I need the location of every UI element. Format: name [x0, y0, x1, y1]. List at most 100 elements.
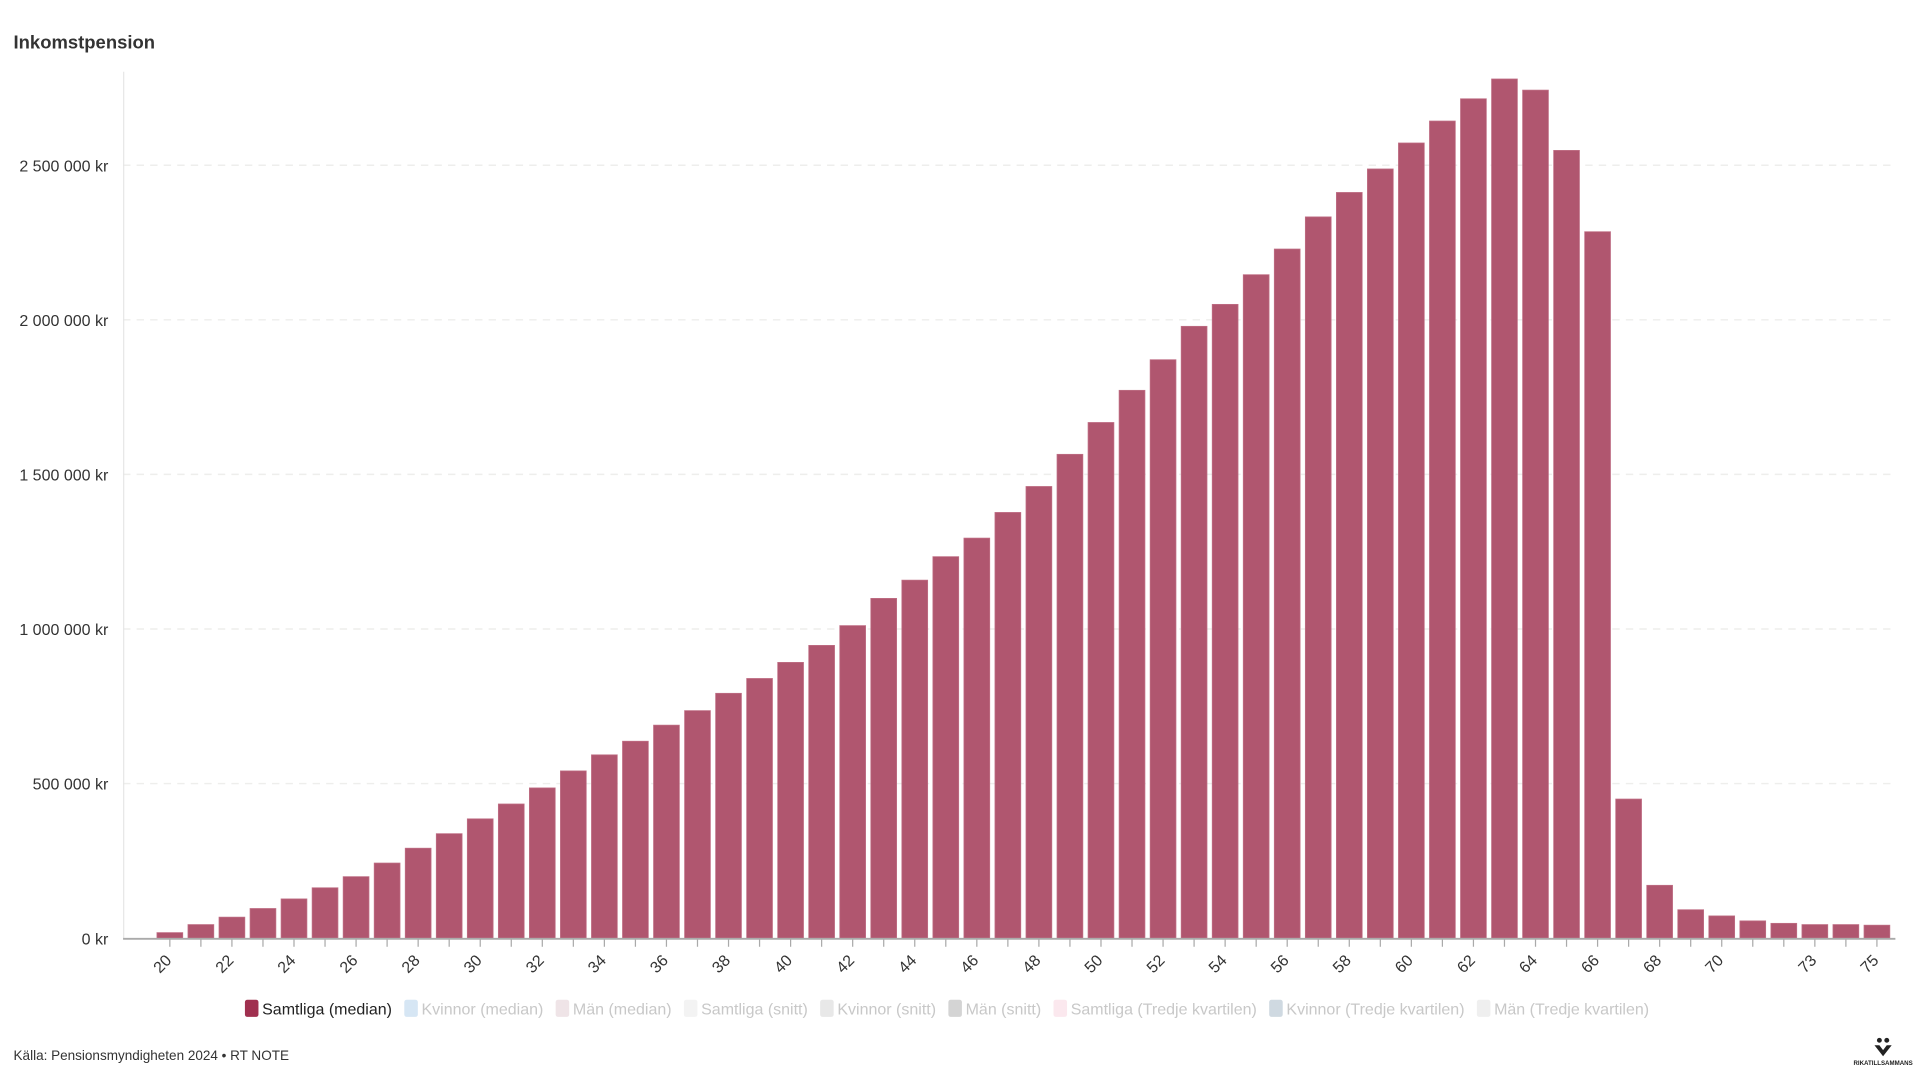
legend-swatch — [404, 999, 418, 1017]
bar-age-57[interactable] — [1304, 216, 1332, 939]
legend-item[interactable]: Kvinnor (snitt) — [820, 999, 936, 1019]
bar-age-65[interactable] — [1553, 150, 1580, 939]
bar-age-22[interactable] — [218, 916, 246, 939]
bar-age-72[interactable] — [1770, 922, 1798, 939]
legend-label: Män (median) — [573, 1001, 672, 1018]
bar-age-46[interactable] — [963, 537, 991, 939]
bar-age-44[interactable] — [901, 579, 929, 939]
legend-label: Samtliga (Tredje kvartilen) — [1071, 1001, 1257, 1018]
legend-item[interactable]: Män (snitt) — [948, 999, 1041, 1019]
x-tick-label: 60 — [1392, 952, 1417, 977]
bar-age-30[interactable] — [466, 818, 494, 939]
bar-age-68[interactable] — [1646, 884, 1673, 939]
bar-age-29[interactable] — [435, 833, 463, 939]
bar-age-73[interactable] — [1801, 924, 1829, 939]
bar-age-54[interactable] — [1211, 303, 1239, 939]
bar-age-71[interactable] — [1739, 920, 1767, 939]
x-tick-label: 42 — [834, 952, 859, 977]
x-tick-label: 26 — [337, 952, 362, 977]
legend-swatch — [244, 999, 259, 1017]
x-tick-label: 62 — [1454, 952, 1479, 977]
bar-age-55[interactable] — [1242, 274, 1270, 939]
bar-age-47[interactable] — [994, 512, 1022, 939]
bar-age-38[interactable] — [715, 692, 742, 939]
x-tick-label: 50 — [1082, 952, 1107, 977]
bar-age-58[interactable] — [1335, 192, 1363, 939]
y-tick-label: 1 500 000 kr — [19, 468, 109, 485]
legend-swatch — [683, 999, 698, 1017]
x-tick-label: 32 — [523, 952, 548, 977]
x-tick-label: 24 — [275, 952, 300, 977]
bar-age-39[interactable] — [746, 678, 773, 939]
bar-age-53[interactable] — [1180, 325, 1208, 939]
legend-item[interactable]: Män (Tredje kvartilen) — [1476, 999, 1649, 1019]
legend-item[interactable]: Samtliga (Tredje kvartilen) — [1053, 999, 1257, 1019]
bar-age-61[interactable] — [1429, 120, 1456, 939]
svg-text:RIKATILLSAMMANS: RIKATILLSAMMANS — [1853, 1060, 1912, 1067]
y-tick-label: 2 500 000 kr — [19, 158, 109, 175]
bar-age-34[interactable] — [591, 754, 618, 939]
bar-age-75[interactable] — [1863, 924, 1891, 939]
bar-age-56[interactable] — [1273, 248, 1301, 939]
bar-age-27[interactable] — [373, 862, 401, 939]
bar-age-24[interactable] — [280, 898, 308, 939]
legend-item[interactable]: Kvinnor (Tredje kvartilen) — [1269, 999, 1465, 1019]
bar-age-59[interactable] — [1367, 168, 1394, 939]
bar-age-52[interactable] — [1149, 359, 1177, 939]
x-tick-label: 58 — [1330, 952, 1355, 977]
legend-item[interactable]: Samtliga (median) — [244, 999, 392, 1019]
bar-age-28[interactable] — [404, 847, 432, 939]
bar-age-43[interactable] — [870, 598, 898, 939]
x-tick-label: 36 — [647, 952, 672, 977]
bar-age-31[interactable] — [497, 803, 525, 939]
bar-age-41[interactable] — [808, 645, 835, 939]
bar-age-33[interactable] — [560, 770, 587, 939]
bar-age-36[interactable] — [653, 724, 680, 939]
bar-age-62[interactable] — [1460, 98, 1487, 939]
bar-age-40[interactable] — [777, 662, 804, 939]
bar-age-37[interactable] — [684, 710, 711, 939]
bar-age-70[interactable] — [1708, 915, 1736, 939]
bar-age-23[interactable] — [249, 908, 277, 939]
bar-age-21[interactable] — [187, 924, 215, 939]
x-tick-label: 64 — [1516, 952, 1541, 977]
x-tick-label: 68 — [1640, 952, 1665, 977]
y-tick-label: 2 000 000 kr — [19, 313, 109, 330]
legend: Samtliga (median) Kvinnor (median) Män (me… — [244, 999, 1649, 1019]
legend-swatch — [948, 999, 962, 1017]
legend-item[interactable]: Samtliga (snitt) — [683, 999, 808, 1019]
legend-swatch — [555, 999, 570, 1017]
x-tick-label: 56 — [1268, 952, 1293, 977]
x-tick-label: 70 — [1703, 952, 1728, 977]
x-tick-label: 40 — [771, 952, 796, 977]
bar-age-45[interactable] — [932, 556, 960, 939]
bar-age-69[interactable] — [1677, 909, 1704, 939]
bar-age-50[interactable] — [1087, 422, 1115, 939]
bar-age-51[interactable] — [1118, 389, 1146, 939]
bar-age-74[interactable] — [1832, 924, 1860, 939]
x-tick-label: 38 — [709, 952, 734, 977]
bar-age-60[interactable] — [1398, 142, 1425, 939]
x-tick-label: 34 — [585, 952, 610, 977]
bar-age-66[interactable] — [1584, 231, 1611, 939]
bar-age-67[interactable] — [1615, 798, 1642, 939]
legend-swatch — [820, 999, 834, 1017]
legend-item[interactable]: Kvinnor (median) — [404, 999, 543, 1019]
bar-age-49[interactable] — [1056, 453, 1084, 939]
bar-age-35[interactable] — [622, 740, 649, 939]
bar-age-63[interactable] — [1491, 78, 1518, 939]
bar-age-32[interactable] — [529, 787, 556, 939]
x-tick-label: 44 — [896, 952, 921, 977]
bar-age-26[interactable] — [342, 876, 370, 939]
x-tick-label: 73 — [1796, 952, 1821, 977]
bar-age-48[interactable] — [1025, 486, 1053, 939]
legend-label: Män (Tredje kvartilen) — [1494, 1001, 1649, 1018]
bar-age-64[interactable] — [1522, 89, 1549, 939]
bar-age-25[interactable] — [311, 887, 339, 939]
x-tick-label: 30 — [461, 952, 486, 977]
bar-age-20[interactable] — [156, 932, 184, 939]
bar-age-42[interactable] — [839, 625, 866, 939]
legend-item[interactable]: Män (median) — [555, 999, 672, 1019]
legend-label: Kvinnor (snitt) — [837, 1001, 936, 1018]
